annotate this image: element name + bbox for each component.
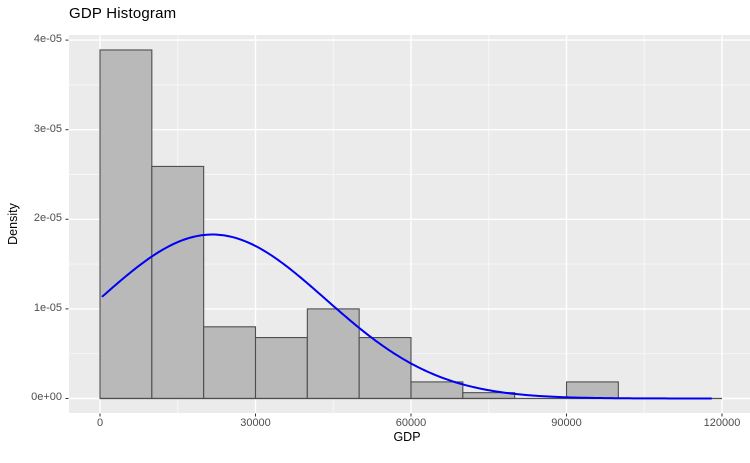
histogram-bar [151, 165, 205, 400]
x-axis-title: GDP [393, 430, 421, 444]
y-tick-label: 2e-05 [33, 212, 62, 225]
x-tick-label: 30000 [240, 417, 271, 429]
histogram-bar [99, 49, 153, 400]
y-tick-label: 4e-05 [33, 33, 62, 46]
x-tick-label: 90000 [551, 417, 582, 429]
y-tick-label: 0e+00 [31, 391, 62, 404]
histogram-bar [203, 326, 257, 400]
histogram-bar [410, 381, 464, 400]
chart-title: GDP Histogram [69, 5, 177, 22]
histogram-bar [254, 337, 308, 400]
histogram-bar [565, 381, 619, 400]
density-curve [101, 233, 713, 400]
y-tick-label: 1e-05 [33, 301, 62, 314]
histogram-bar [306, 308, 360, 400]
y-tick-label: 3e-05 [33, 122, 62, 135]
x-tick-label: 0 [96, 417, 104, 429]
x-tick-label: 120000 [703, 417, 741, 429]
x-tick-label: 60000 [395, 417, 427, 429]
